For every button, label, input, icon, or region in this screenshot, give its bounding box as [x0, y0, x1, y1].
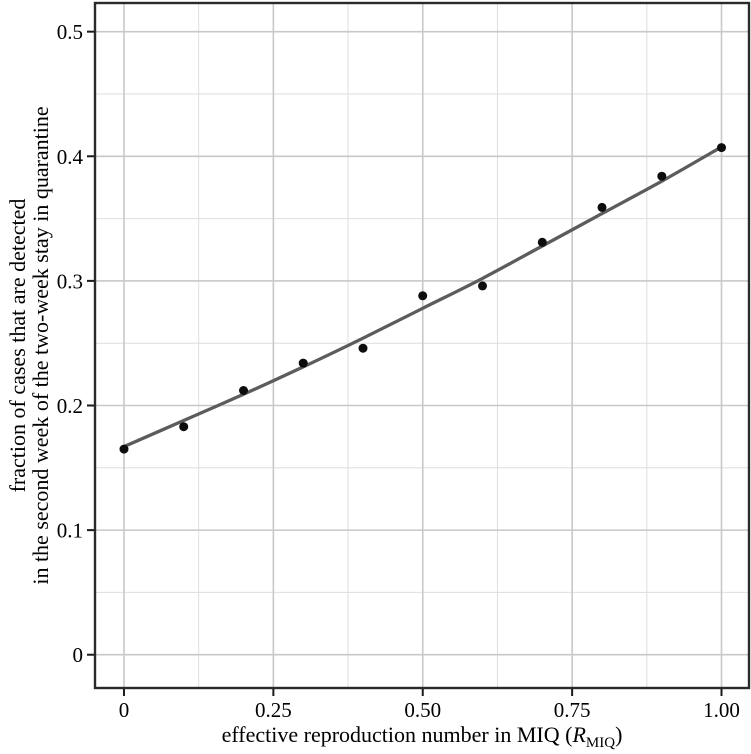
- y-axis-title-line2: in the second week of the two-week stay …: [28, 106, 53, 584]
- y-tick-label: 0.4: [57, 145, 84, 169]
- y-tick-label: 0.3: [57, 269, 83, 293]
- data-point: [597, 202, 607, 212]
- y-axis-title-line1: fraction of cases that are detected: [5, 199, 30, 493]
- x-tick-label: 1.00: [703, 698, 740, 722]
- y-tick-label: 0.1: [57, 519, 83, 543]
- data-point: [119, 444, 129, 454]
- data-point: [537, 237, 547, 247]
- data-point: [478, 281, 487, 291]
- data-point: [418, 291, 428, 301]
- data-point: [239, 386, 248, 395]
- x-tick-label: 0.25: [255, 698, 292, 722]
- y-tick-label: 0.2: [57, 394, 83, 418]
- x-tick-label: 0.50: [404, 698, 441, 722]
- y-tick-label: 0: [73, 643, 84, 667]
- data-point: [717, 143, 726, 153]
- smooth-fit-line: [123, 145, 723, 449]
- data-point: [657, 171, 667, 181]
- data-point: [358, 343, 368, 353]
- x-tick-label: 0.75: [554, 698, 591, 722]
- data-point: [179, 422, 189, 432]
- x-tick-label: 0: [119, 698, 130, 722]
- data-point: [298, 358, 308, 368]
- x-axis-title: effective reproduction number in MIQ (RM…: [222, 722, 623, 751]
- y-tick-label: 0.5: [57, 20, 83, 44]
- panel-border: [93, 1, 751, 690]
